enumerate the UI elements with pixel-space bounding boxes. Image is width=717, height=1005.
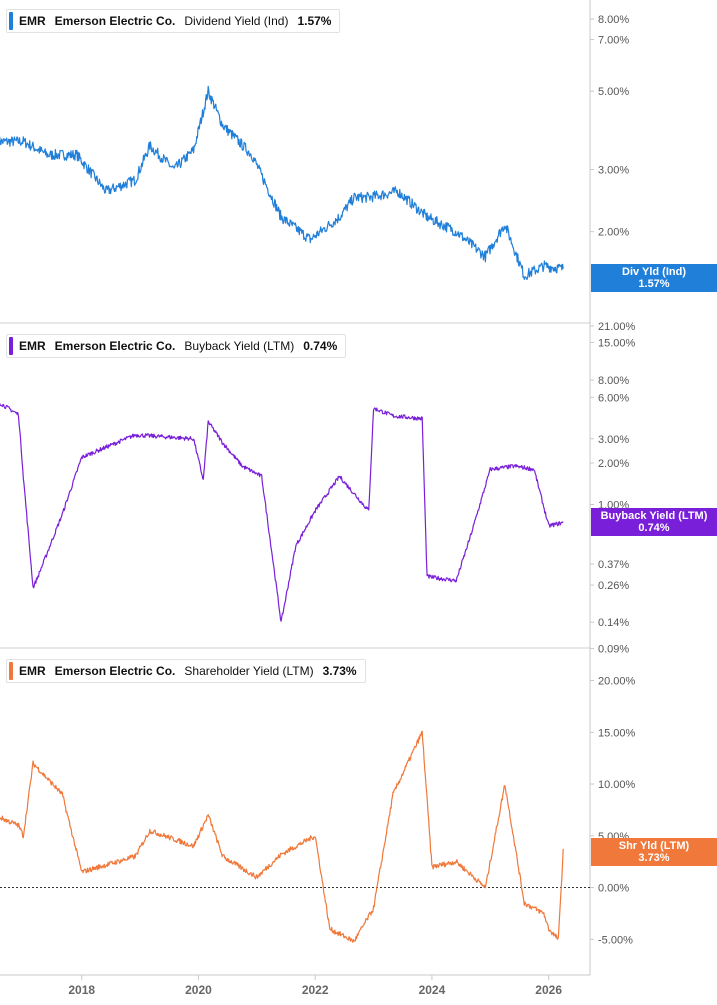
right-axis: 8.00% 7.00% 5.00% 3.00% 2.00% 21.00% 15.00% 8.0… (589, 0, 636, 975)
tag-shareholder-yield: Shr Yld (LTM) 3.73% (591, 838, 717, 866)
tag-label: Div Yld (Ind) (622, 266, 686, 278)
y-tick-label: 3.00% (598, 164, 629, 176)
legend-swatch-buyback (9, 337, 13, 355)
panel-dividers (0, 322, 590, 649)
legend-buyback[interactable]: EMR Emerson Electric Co. Buyback Yield (… (6, 334, 347, 358)
legend-company: Emerson Electric Co. (54, 664, 176, 678)
y-tick-label: 15.00% (598, 337, 636, 349)
legend-value: 1.57% (297, 14, 332, 28)
series-line-dividend (0, 85, 564, 281)
x-tick-label: 2020 (185, 983, 212, 997)
legend-ticker: EMR (19, 339, 46, 353)
y-tick-label: 20.00% (598, 676, 636, 688)
tag-label: Buyback Yield (LTM) (600, 510, 708, 522)
y-tick-label: 0.37% (598, 559, 629, 571)
x-tick-label: 2018 (68, 983, 95, 997)
y-tick-label: 15.00% (598, 727, 636, 739)
y-tick-label: 5.00% (598, 86, 629, 98)
legend-company: Emerson Electric Co. (54, 14, 176, 28)
y-tick-label: 3.00% (598, 434, 629, 446)
x-axis: 2018 2020 2022 2024 2026 (0, 974, 590, 997)
y-tick-label: 6.00% (598, 392, 629, 404)
tag-label: Shr Yld (LTM) (618, 840, 690, 852)
legend-swatch-shareholder (9, 662, 13, 680)
legend-metric: Dividend Yield (Ind) (184, 14, 289, 28)
y-tick-label: 2.00% (598, 458, 629, 470)
y-tick-label: 8.00% (598, 375, 629, 387)
y-tick-label: 2.00% (598, 227, 629, 239)
tag-dividend-yield: Div Yld (Ind) 1.57% (591, 264, 717, 292)
tag-value: 3.73% (638, 852, 670, 864)
legend-metric: Buyback Yield (LTM) (184, 339, 295, 353)
series-line-buyback (0, 402, 564, 622)
legend-dividend[interactable]: EMR Emerson Electric Co. Dividend Yield … (6, 9, 341, 33)
y-tick-label: 21.00% (598, 321, 636, 333)
y-tick-label: 0.26% (598, 580, 629, 592)
y-tick-label: -5.00% (598, 934, 633, 946)
series-lines (0, 85, 564, 943)
y-tick-label: 0.00% (598, 883, 629, 895)
legend-swatch-dividend (9, 12, 13, 30)
legend-metric: Shareholder Yield (LTM) (184, 664, 314, 678)
y-tick-label: 10.00% (598, 779, 636, 791)
legend-ticker: EMR (19, 664, 46, 678)
legend-shareholder[interactable]: EMR Emerson Electric Co. Shareholder Yie… (6, 659, 366, 683)
x-tick-label: 2022 (302, 983, 329, 997)
tag-buyback-yield: Buyback Yield (LTM) 0.74% (591, 508, 717, 536)
y-tick-label: 8.00% (598, 14, 629, 26)
tag-value: 0.74% (638, 522, 670, 534)
y-tick-label: 0.09% (598, 644, 629, 656)
legend-value: 0.74% (303, 339, 338, 353)
legend-ticker: EMR (19, 14, 46, 28)
legend-value: 3.73% (322, 664, 357, 678)
series-line-shareholder (0, 730, 564, 943)
tag-value: 1.57% (638, 278, 670, 290)
x-tick-label: 2026 (535, 983, 562, 997)
x-tick-label: 2024 (419, 983, 446, 997)
y-tick-label: 0.14% (598, 617, 629, 629)
legend-company: Emerson Electric Co. (54, 339, 176, 353)
y-tick-label: 7.00% (598, 35, 629, 47)
